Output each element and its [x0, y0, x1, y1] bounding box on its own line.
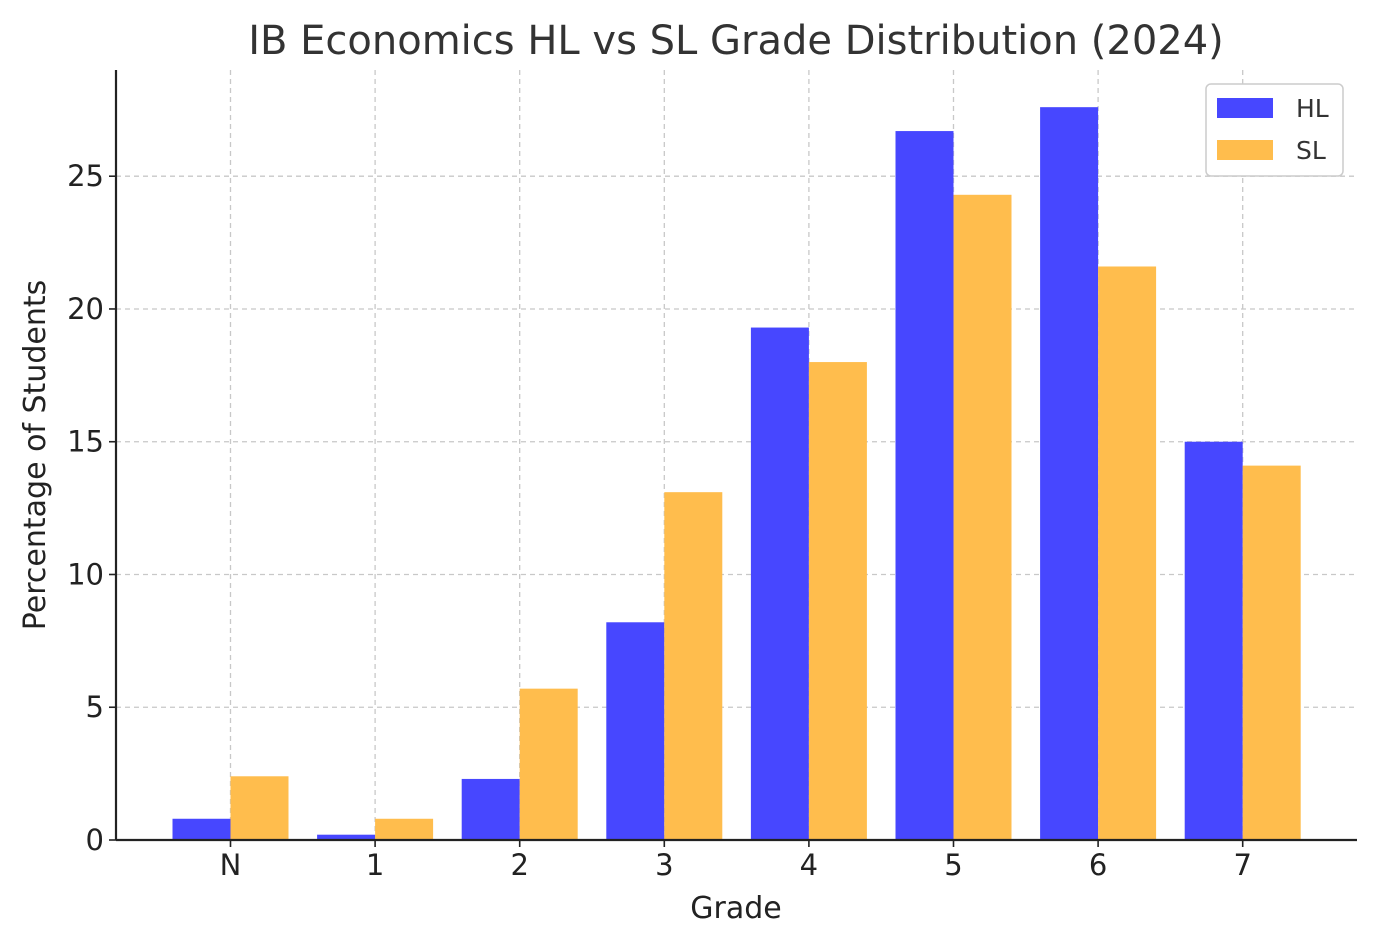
- bar-hl-2: [461, 778, 520, 840]
- x-tick-label: 5: [944, 848, 962, 882]
- bar-sl-3: [664, 492, 723, 840]
- bar-hl-1: [317, 834, 376, 840]
- y-tick-label: 25: [67, 159, 104, 193]
- x-axis-label: Grade: [690, 891, 781, 926]
- x-tick-label: 1: [366, 848, 384, 882]
- bar-sl-2: [519, 688, 578, 840]
- bar-sl-n: [230, 776, 289, 840]
- x-tick-label: 4: [800, 848, 818, 882]
- y-tick-label: 20: [67, 292, 104, 326]
- legend-swatch-hl: [1217, 98, 1273, 118]
- bars: [172, 107, 1301, 841]
- y-tick-label: 15: [67, 425, 104, 459]
- legend-swatch-sl: [1217, 140, 1273, 160]
- bar-sl-5: [953, 194, 1012, 841]
- x-tick-label: 7: [1233, 848, 1251, 882]
- x-tick-label: N: [220, 848, 242, 882]
- bar-hl-3: [606, 622, 665, 840]
- bar-sl-4: [808, 362, 867, 840]
- bar-hl-6: [1040, 107, 1099, 840]
- y-tick-label: 5: [86, 690, 104, 724]
- tick-labels: 0 5 10 15 20 25 N 1 2 3 4 5 6 7: [67, 159, 1252, 882]
- bar-sl-1: [375, 818, 434, 840]
- y-tick-label: 10: [67, 557, 104, 591]
- y-tick-label: 0: [86, 823, 104, 857]
- x-tick-label: 2: [510, 848, 528, 882]
- bar-sl-7: [1242, 465, 1301, 840]
- chart-title: IB Economics HL vs SL Grade Distribution…: [248, 18, 1224, 64]
- bar-sl-6: [1098, 266, 1157, 840]
- axes: [114, 70, 1357, 842]
- y-axis-label: Percentage of Students: [18, 280, 53, 630]
- legend-label-hl: HL: [1296, 94, 1329, 123]
- legend-label-sl: SL: [1296, 136, 1326, 165]
- x-tick-label: 6: [1089, 848, 1107, 882]
- bar-hl-4: [750, 327, 809, 840]
- grid-lines: [116, 70, 1357, 840]
- bar-hl-5: [895, 131, 954, 840]
- bar-hl-7: [1184, 441, 1243, 840]
- bar-hl-n: [172, 818, 231, 840]
- x-tick-label: 3: [655, 848, 673, 882]
- legend: HL SL: [1205, 83, 1344, 177]
